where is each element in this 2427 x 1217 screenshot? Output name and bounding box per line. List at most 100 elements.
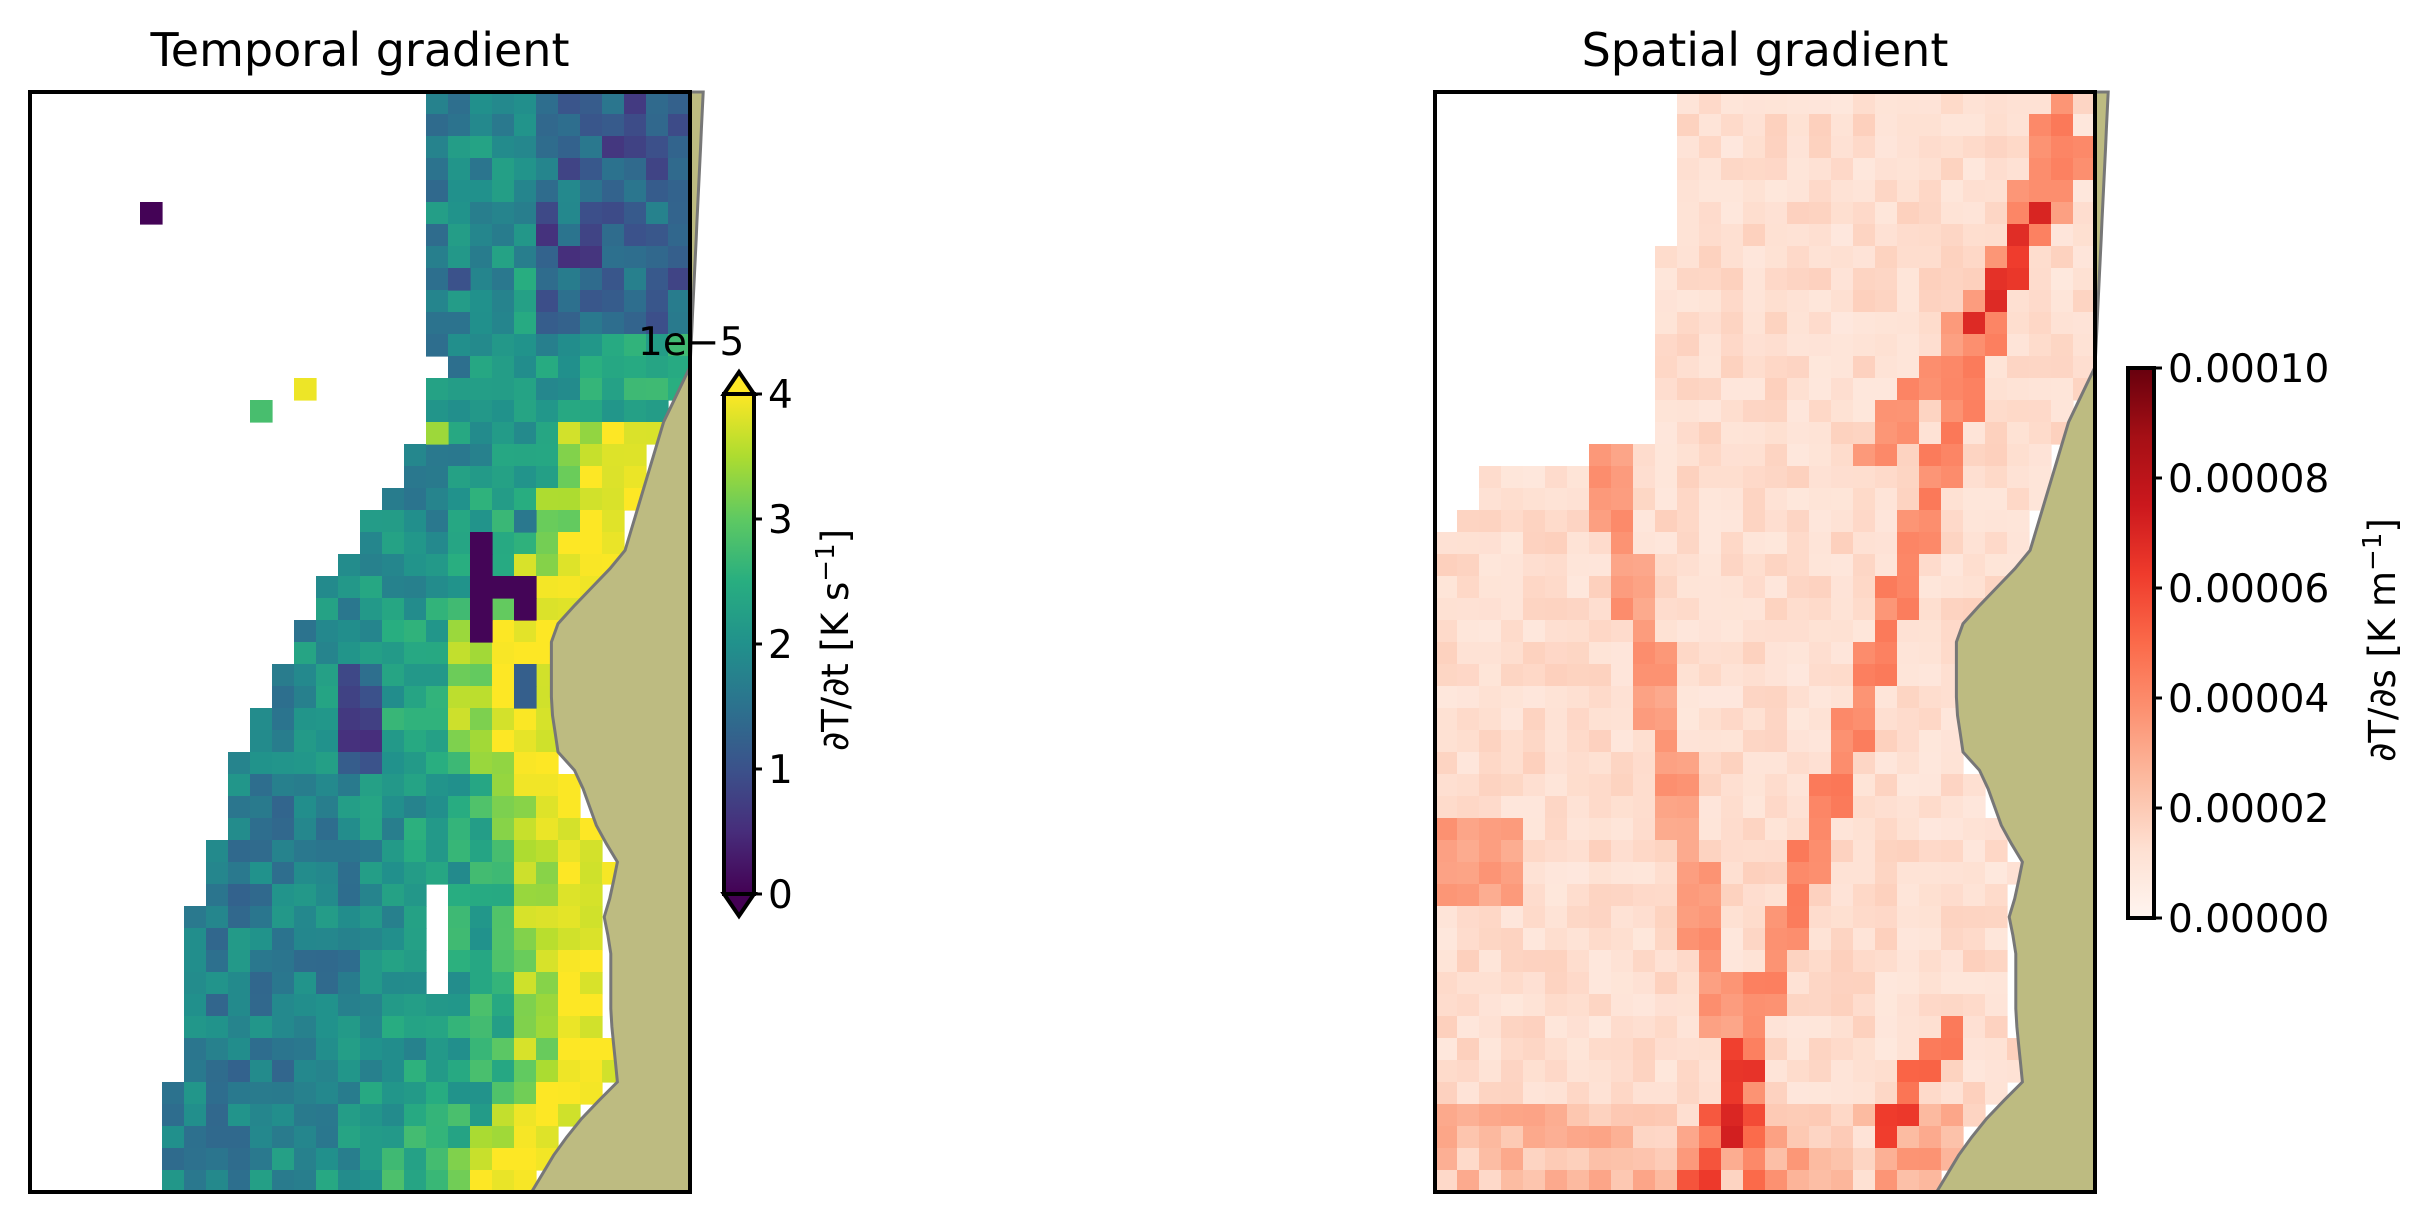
temporal-cell bbox=[602, 246, 625, 269]
spatial-cell bbox=[1787, 1038, 1810, 1061]
spatial-cell bbox=[1787, 840, 1810, 863]
temporal-cell bbox=[228, 1148, 251, 1171]
spatial-cell bbox=[1919, 862, 1942, 885]
temporal-cell bbox=[250, 1038, 273, 1061]
spatial-cell bbox=[1985, 1082, 2008, 1105]
spatial-cell bbox=[1743, 1126, 1766, 1149]
temporal-cell bbox=[470, 180, 493, 203]
spatial-cell bbox=[1743, 642, 1766, 665]
spatial-cell bbox=[1875, 158, 1898, 181]
spatial-cell bbox=[1787, 510, 1810, 533]
spatial-cell bbox=[1853, 598, 1876, 621]
temporal-cell bbox=[382, 928, 405, 951]
temporal-cell bbox=[448, 862, 471, 885]
spatial-cell bbox=[1765, 378, 1788, 401]
spatial-cell bbox=[1963, 114, 1986, 137]
spatial-cell bbox=[2007, 224, 2030, 247]
spatial-cell bbox=[1457, 1148, 1480, 1171]
temporal-cell bbox=[514, 576, 537, 599]
temporal-cell bbox=[470, 532, 493, 555]
spatial-cell bbox=[1897, 1104, 1920, 1127]
temporal-cell bbox=[316, 576, 339, 599]
spatial-cell bbox=[1765, 906, 1788, 929]
temporal-cell bbox=[470, 136, 493, 159]
temporal-cell bbox=[448, 488, 471, 511]
temporal-cell bbox=[580, 158, 603, 181]
temporal-cell bbox=[602, 268, 625, 291]
spatial-cell bbox=[1699, 92, 1722, 115]
temporal-cell bbox=[426, 840, 449, 863]
temporal-cell bbox=[602, 202, 625, 225]
temporal-colorbar-extend-max bbox=[720, 368, 758, 396]
spatial-cell bbox=[2029, 312, 2052, 335]
spatial-cell bbox=[1919, 972, 1942, 995]
spatial-cell bbox=[1677, 246, 1700, 269]
spatial-cell bbox=[1809, 312, 1832, 335]
temporal-cell bbox=[250, 994, 273, 1017]
spatial-cell bbox=[1809, 1104, 1832, 1127]
temporal-cell bbox=[492, 620, 515, 643]
spatial-cell bbox=[1677, 686, 1700, 709]
temporal-cell bbox=[448, 466, 471, 489]
temporal-cell bbox=[470, 774, 493, 797]
spatial-cell bbox=[1787, 268, 1810, 291]
spatial-cell bbox=[1743, 950, 1766, 973]
spatial-cell bbox=[1589, 840, 1612, 863]
temporal-cell bbox=[448, 1016, 471, 1039]
temporal-cell bbox=[404, 730, 427, 753]
spatial-cell bbox=[1875, 576, 1898, 599]
temporal-cell bbox=[492, 1038, 515, 1061]
spatial-cell bbox=[1479, 598, 1502, 621]
temporal-cell bbox=[558, 1082, 581, 1105]
temporal-cell bbox=[184, 1148, 207, 1171]
temporal-cell bbox=[580, 444, 603, 467]
temporal-cell bbox=[294, 928, 317, 951]
spatial-cell bbox=[1479, 972, 1502, 995]
temporal-cell bbox=[250, 862, 273, 885]
spatial-cell bbox=[2007, 422, 2030, 445]
spatial-cell bbox=[1963, 444, 1986, 467]
temporal-cell bbox=[624, 290, 647, 313]
spatial-cell bbox=[1545, 488, 1568, 511]
temporal-cell bbox=[514, 532, 537, 555]
spatial-cell bbox=[1611, 1016, 1634, 1039]
spatial-cell bbox=[1963, 796, 1986, 819]
spatial-cell bbox=[1699, 290, 1722, 313]
temporal-cell bbox=[536, 994, 559, 1017]
spatial-cell bbox=[1765, 840, 1788, 863]
spatial-cell bbox=[1941, 752, 1964, 775]
spatial-cell bbox=[1501, 1104, 1524, 1127]
temporal-cell bbox=[316, 730, 339, 753]
temporal-cell bbox=[272, 730, 295, 753]
spatial-cell bbox=[1765, 1148, 1788, 1171]
spatial-cell bbox=[1633, 1060, 1656, 1083]
spatial-cell bbox=[1589, 532, 1612, 555]
temporal-cell bbox=[514, 598, 537, 621]
spatial-cell bbox=[1897, 1148, 1920, 1171]
temporal-cell bbox=[316, 598, 339, 621]
temporal-cell bbox=[558, 796, 581, 819]
temporal-cell bbox=[580, 532, 603, 555]
temporal-cell bbox=[470, 1104, 493, 1127]
spatial-cell bbox=[1831, 796, 1854, 819]
spatial-cell bbox=[1919, 1016, 1942, 1039]
spatial-cell bbox=[1501, 774, 1524, 797]
spatial-cell bbox=[1787, 708, 1810, 731]
temporal-cell bbox=[360, 686, 383, 709]
spatial-cell bbox=[2073, 202, 2095, 225]
temporal-cell bbox=[448, 1082, 471, 1105]
spatial-cell bbox=[1765, 510, 1788, 533]
spatial-cell bbox=[1655, 444, 1678, 467]
temporal-cell bbox=[536, 950, 559, 973]
spatial-cell bbox=[1919, 642, 1942, 665]
spatial-cell bbox=[1941, 488, 1964, 511]
temporal-cell bbox=[514, 994, 537, 1017]
spatial-cell bbox=[1655, 532, 1678, 555]
spatial-cell bbox=[2051, 290, 2074, 313]
temporal-cell bbox=[470, 246, 493, 269]
spatial-cell bbox=[1567, 1016, 1590, 1039]
spatial-cell bbox=[1743, 796, 1766, 819]
spatial-cell bbox=[1633, 1104, 1656, 1127]
spatial-cell bbox=[1853, 686, 1876, 709]
spatial-cell bbox=[1677, 862, 1700, 885]
